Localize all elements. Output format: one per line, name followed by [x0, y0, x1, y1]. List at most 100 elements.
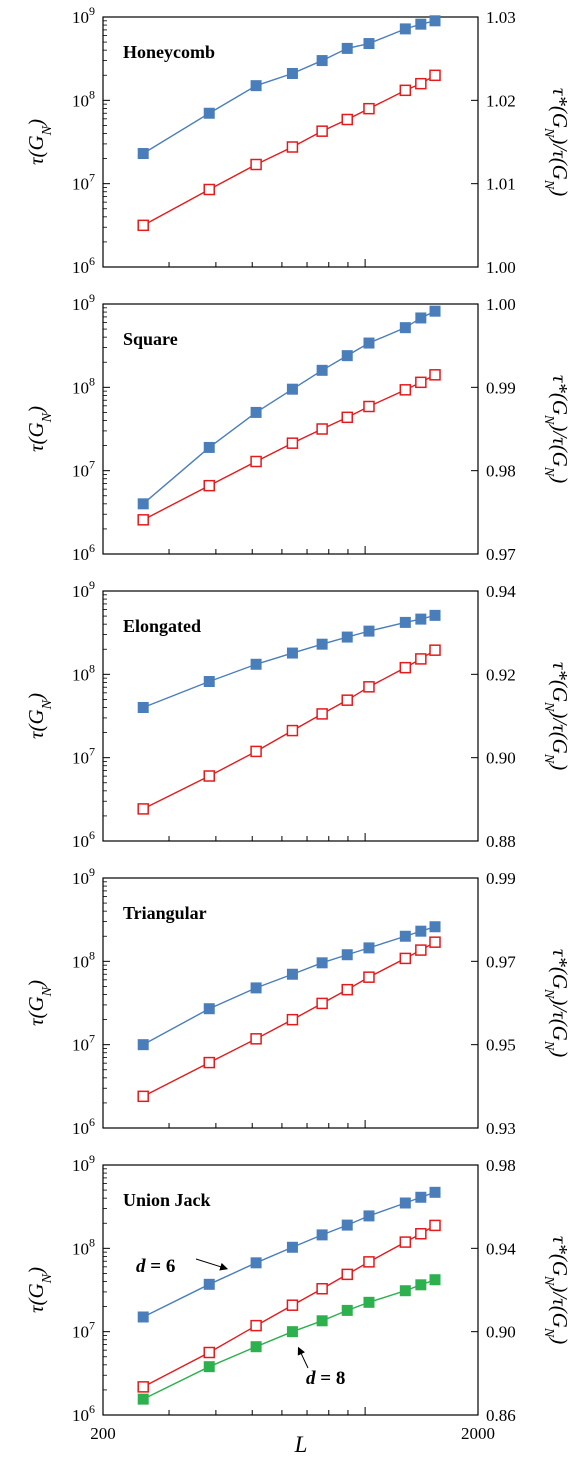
panel-title: Square — [123, 329, 178, 349]
right-tick-label: 0.97 — [486, 952, 516, 971]
panel-union-jack: 106 107 108 109 0.86 0.90 0.94 0.98 Union Jack τ(… — [24, 1152, 572, 1457]
right-tick-label: 0.95 — [486, 1036, 516, 1055]
annotation-arrow — [195, 1258, 229, 1271]
data-point-filled — [429, 1274, 441, 1286]
left-tick-label: 108 — [72, 374, 95, 397]
data-point-open — [316, 423, 328, 435]
data-point-open — [250, 455, 262, 468]
data-point-filled — [286, 1241, 298, 1253]
y-axis-label-left: τ(GN) — [24, 406, 55, 452]
data-point-filled — [429, 1186, 441, 1198]
data-point-open — [399, 84, 412, 97]
right-tick-label: 0.98 — [486, 1156, 516, 1175]
right-tick-label: 1.00 — [486, 295, 516, 314]
panel-title: Triangular — [123, 903, 207, 923]
label-part: τ*(G — [548, 949, 572, 989]
tick-exponent: 8 — [89, 1235, 95, 1249]
series-2 — [137, 1274, 441, 1405]
data-point-open — [363, 681, 375, 693]
subscript: N — [40, 125, 55, 136]
data-point-open — [429, 1219, 441, 1232]
plot-frame — [102, 16, 479, 268]
label-part: τ*(G — [548, 662, 572, 702]
data-point-open — [203, 479, 215, 492]
right-tick-label: 1.02 — [486, 91, 516, 110]
left-tick-label: 109 — [72, 4, 95, 27]
subscript: N — [542, 1275, 557, 1286]
data-point-open — [415, 653, 427, 665]
data-point-open — [250, 745, 262, 758]
label-part: τ(G — [24, 135, 48, 165]
data-point-filled — [203, 1278, 215, 1290]
subscript: N — [40, 1273, 55, 1284]
data-point-filled — [286, 383, 298, 395]
series-1 — [137, 69, 441, 232]
series-1 — [137, 936, 441, 1103]
data-point-filled — [415, 1191, 427, 1203]
ann-var: d — [136, 1256, 146, 1277]
label-part: )/τ(G — [548, 710, 572, 754]
data-point-filled — [399, 1197, 411, 1209]
series-line — [142, 649, 436, 810]
data-point-open — [203, 183, 215, 196]
data-point-filled — [341, 1304, 353, 1316]
data-point-open — [341, 411, 353, 424]
label-part: ) — [24, 406, 48, 414]
tick-exponent: 6 — [89, 1402, 95, 1416]
data-point-filled — [363, 942, 375, 954]
data-point-filled — [203, 676, 215, 688]
data-point-filled — [341, 42, 353, 54]
data-point-filled — [429, 15, 441, 27]
plot-frame — [102, 303, 479, 555]
series-1 — [137, 644, 441, 815]
data-point-filled — [203, 1361, 215, 1373]
y-axis-label-left: τ(GN) — [24, 980, 55, 1026]
tick-exponent: 8 — [89, 948, 95, 962]
data-point-open — [341, 1268, 353, 1281]
tick-exponent: 9 — [89, 1152, 95, 1166]
data-point-filled — [316, 364, 328, 376]
data-point-filled — [316, 957, 328, 969]
data-point-filled — [341, 1219, 353, 1231]
data-point-open — [399, 952, 412, 965]
subscript: N — [542, 179, 557, 190]
data-point-filled — [363, 1210, 375, 1222]
left-tick-label: 107 — [72, 458, 95, 481]
tick-exponent: 9 — [89, 865, 95, 879]
data-point-filled — [137, 1039, 149, 1051]
right-tick-label: 0.98 — [486, 462, 516, 481]
ann-val: 6 — [166, 1256, 176, 1277]
series-1 — [137, 1219, 441, 1393]
subscript: N — [542, 414, 557, 425]
panel-title: Union Jack — [123, 1190, 211, 1210]
data-point-open — [316, 997, 328, 1010]
data-point-open — [429, 644, 441, 656]
left-tick-label: 106 — [72, 828, 95, 851]
right-tick-label: 0.99 — [486, 378, 516, 397]
data-point-open — [316, 125, 328, 137]
tick-exponent: 8 — [89, 661, 95, 675]
data-point-filled — [203, 107, 215, 119]
data-point-filled — [250, 982, 262, 994]
right-tick-label: 0.93 — [486, 1119, 516, 1138]
subscript: N — [40, 412, 55, 423]
subscript: N — [542, 988, 557, 999]
right-tick-label: 0.92 — [486, 665, 516, 684]
series-line — [142, 1224, 436, 1388]
label-part: τ(G — [24, 1283, 48, 1313]
data-point-filled — [137, 1311, 149, 1323]
tick-exponent: 9 — [89, 291, 95, 305]
data-point-filled — [316, 638, 328, 650]
data-point-filled — [137, 148, 149, 160]
y-axis-label-right: τ*(GN)/τ(GN) — [542, 1236, 572, 1344]
series-0 — [137, 15, 441, 160]
tick-exponent: 8 — [89, 87, 95, 101]
data-point-open — [341, 983, 353, 996]
series-1 — [137, 369, 441, 526]
tick-exponent: 6 — [89, 828, 95, 842]
label-part: τ(G — [24, 709, 48, 739]
data-point-filled — [415, 925, 427, 937]
y-axis-label-left: τ(GN) — [24, 1267, 55, 1313]
